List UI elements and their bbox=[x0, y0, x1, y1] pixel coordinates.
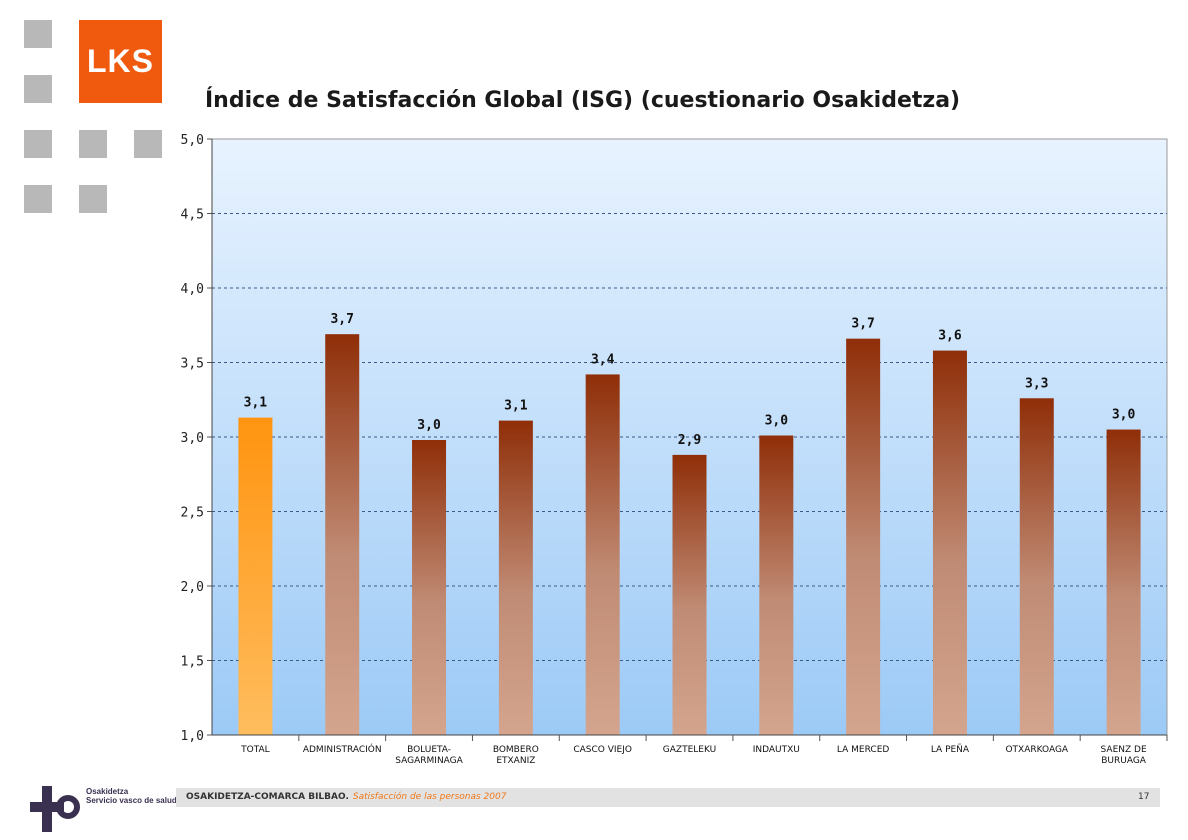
logo-square bbox=[24, 185, 52, 213]
y-tick-label: 4,0 bbox=[181, 282, 204, 297]
bar bbox=[498, 420, 533, 735]
data-label: 3,0 bbox=[417, 418, 441, 433]
x-tick-label: LA PEÑA bbox=[931, 744, 970, 755]
x-tick-label: SAENZ DE bbox=[1101, 745, 1147, 755]
bar bbox=[325, 334, 360, 735]
x-tick-label: BOMBERO bbox=[493, 745, 539, 755]
bar-chart: 3,1 3,7 3,0 3,1 3,4 2,9 3,0 3,7 3,6 3,3 3,0 1,0 1,5… bbox=[181, 133, 1168, 766]
y-tick-label: 1,0 bbox=[181, 729, 204, 744]
y-tick-label: 2,0 bbox=[181, 580, 204, 595]
x-tick-label: ETXANIZ bbox=[496, 756, 535, 766]
lks-logo: LKS bbox=[79, 20, 162, 103]
bar bbox=[672, 454, 707, 735]
bar bbox=[759, 435, 794, 735]
data-label: 3,7 bbox=[330, 312, 353, 327]
y-tick-label: 1,5 bbox=[181, 655, 204, 670]
osakidetza-logo-icon bbox=[30, 786, 80, 832]
data-label: 3,4 bbox=[591, 352, 615, 367]
data-label: 3,1 bbox=[504, 399, 528, 414]
y-tick-label: 3,0 bbox=[181, 431, 204, 446]
data-label: 3,0 bbox=[1112, 408, 1136, 423]
osakidetza-name: Osakidetza Servicio vasco de salud bbox=[86, 787, 177, 805]
logo-square bbox=[24, 130, 52, 158]
y-tick-label: 2,5 bbox=[181, 506, 204, 521]
data-label: 3,7 bbox=[851, 317, 874, 332]
page-number: 17 bbox=[1138, 792, 1150, 802]
bar bbox=[846, 338, 881, 735]
footer-org: OSAKIDETZA-COMARCA BILBAO. bbox=[186, 792, 349, 802]
x-tick-label: LA MERCED bbox=[837, 745, 889, 755]
logo-square bbox=[79, 185, 107, 213]
x-tick-label: BOLUETA- bbox=[407, 745, 451, 755]
logo-square bbox=[134, 130, 162, 158]
logo-square bbox=[79, 130, 107, 158]
bar bbox=[1106, 429, 1141, 735]
data-label: 3,6 bbox=[938, 329, 962, 344]
y-tick-label: 3,5 bbox=[181, 357, 204, 372]
x-tick-label: TOTAL bbox=[240, 745, 270, 755]
x-tick-label: CASCO VIEJO bbox=[573, 745, 632, 755]
osakidetza-line1: Osakidetza bbox=[86, 787, 129, 796]
data-label: 3,0 bbox=[765, 414, 789, 429]
bar bbox=[412, 439, 447, 735]
x-tick-label: OTXARKOAGA bbox=[1005, 745, 1068, 755]
y-tick-label: 5,0 bbox=[181, 133, 204, 148]
osakidetza-line2: Servicio vasco de salud bbox=[86, 796, 177, 805]
x-tick-label: SAGARMINAGA bbox=[395, 756, 463, 766]
logo-square bbox=[24, 20, 52, 48]
slide-title: Índice de Satisfacción Global (ISG) (cue… bbox=[205, 88, 961, 113]
x-tick-label: ADMINISTRACIÓN bbox=[303, 743, 382, 755]
footer-text: OSAKIDETZA-COMARCA BILBAO. Satisfacción d… bbox=[186, 792, 506, 802]
bar bbox=[1019, 398, 1054, 735]
footer-bar bbox=[176, 788, 1160, 807]
data-label: 3,3 bbox=[1025, 376, 1048, 391]
bar bbox=[585, 374, 620, 735]
bar bbox=[238, 417, 273, 735]
logo-square bbox=[24, 75, 52, 103]
footer-subtitle: Satisfacción de las personas 2007 bbox=[352, 792, 507, 802]
x-tick-label: BURUAGA bbox=[1101, 756, 1147, 766]
bar bbox=[932, 350, 967, 735]
x-tick-label: INDAUTXU bbox=[753, 745, 800, 755]
data-label: 3,1 bbox=[244, 396, 268, 411]
data-label: 2,9 bbox=[678, 433, 701, 448]
y-tick-label: 4,5 bbox=[181, 208, 204, 223]
x-tick-label: GAZTELEKU bbox=[663, 745, 716, 755]
